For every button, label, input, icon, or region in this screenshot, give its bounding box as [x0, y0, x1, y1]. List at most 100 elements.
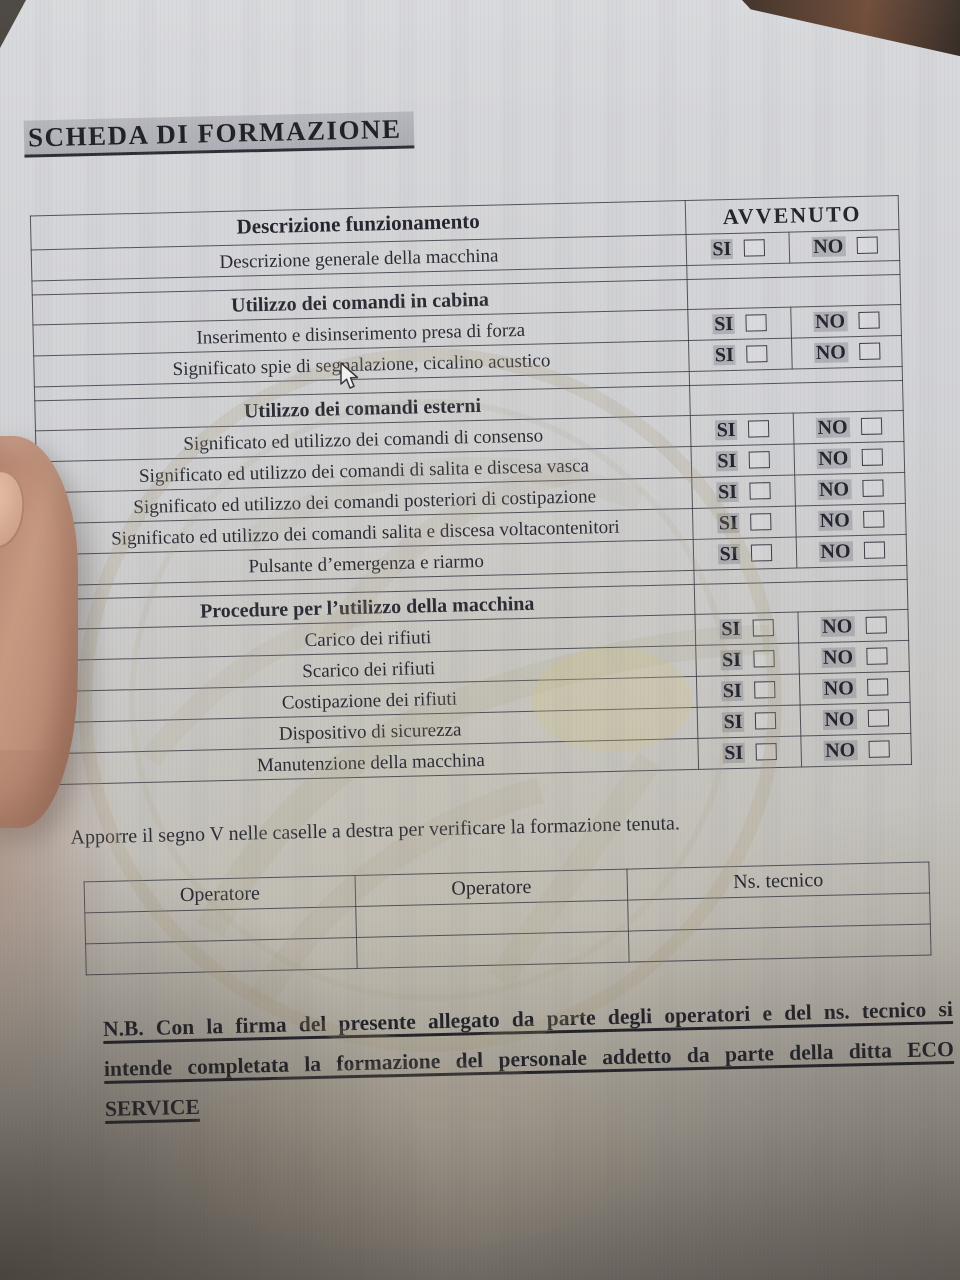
no-label: NO	[816, 477, 852, 501]
no-option: NO	[822, 738, 890, 762]
yes-option: SI	[710, 237, 766, 260]
no-option: NO	[812, 309, 880, 333]
no-cell: NO	[791, 335, 903, 370]
no-checkbox-icon	[857, 311, 880, 330]
yes-cell: SI	[693, 537, 797, 571]
yes-label: SI	[720, 679, 744, 702]
no-label: NO	[818, 539, 853, 563]
no-option: NO	[815, 415, 882, 439]
no-cell: NO	[793, 410, 904, 445]
no-option: NO	[822, 707, 889, 731]
yes-option: SI	[715, 480, 772, 503]
instruction-note: Apporre il segno V nelle caselle a destr…	[70, 812, 681, 849]
no-label: NO	[815, 415, 850, 439]
yes-checkbox-icon	[755, 712, 777, 730]
yes-option: SI	[712, 343, 768, 366]
yes-checkbox-icon	[749, 482, 772, 500]
yes-option: SI	[716, 511, 772, 534]
no-option: NO	[820, 645, 888, 669]
no-label: NO	[820, 645, 856, 669]
yes-label: SI	[710, 237, 734, 260]
signature-cell	[356, 931, 630, 969]
yes-option: SI	[719, 617, 775, 640]
yes-checkbox-icon	[750, 513, 772, 531]
no-checkbox-icon	[861, 448, 883, 466]
yes-label: SI	[712, 343, 737, 366]
yes-cell: SI	[692, 506, 797, 540]
no-option: NO	[816, 446, 883, 470]
yes-label: SI	[715, 449, 739, 472]
yes-option: SI	[719, 648, 776, 671]
yes-checkbox-icon	[755, 743, 778, 761]
yes-checkbox-icon	[746, 345, 768, 363]
no-label: NO	[813, 340, 849, 364]
no-option: NO	[817, 508, 884, 532]
yes-cell: SI	[697, 704, 801, 739]
yes-checkbox-icon	[748, 420, 770, 438]
no-option: NO	[818, 539, 885, 563]
no-cell: NO	[795, 503, 907, 538]
yes-label: SI	[722, 741, 746, 764]
yes-cell: SI	[686, 232, 790, 266]
signature-cell	[85, 937, 358, 975]
no-option: NO	[820, 614, 887, 638]
yes-label: SI	[719, 648, 744, 671]
no-option: NO	[811, 234, 878, 258]
no-label: NO	[811, 234, 846, 258]
no-cell: NO	[794, 472, 906, 507]
no-cell: NO	[800, 702, 911, 736]
mouse-cursor-icon	[340, 362, 359, 389]
no-label: NO	[816, 446, 851, 470]
yes-checkbox-icon	[754, 681, 776, 699]
yes-checkbox-icon	[753, 619, 775, 637]
yes-label: SI	[714, 418, 738, 441]
yes-cell: SI	[695, 642, 800, 677]
no-checkbox-icon	[866, 678, 888, 696]
thumb-nail	[0, 466, 30, 552]
no-checkbox-icon	[860, 417, 882, 435]
no-label: NO	[812, 309, 848, 333]
no-cell: NO	[793, 441, 905, 476]
yes-option: SI	[714, 418, 770, 441]
yes-label: SI	[717, 542, 741, 565]
yes-checkbox-icon	[753, 650, 776, 668]
yes-label: SI	[715, 480, 740, 503]
no-checkbox-icon	[863, 541, 885, 559]
signature-table: Operatore Operatore Ns. tecnico	[84, 861, 932, 975]
no-cell: NO	[790, 304, 902, 339]
yes-label: SI	[719, 617, 743, 640]
yes-option: SI	[711, 312, 768, 335]
no-label: NO	[822, 738, 858, 762]
no-option: NO	[821, 676, 888, 700]
yes-cell: SI	[690, 413, 794, 447]
yes-option: SI	[720, 679, 776, 702]
yes-option: SI	[721, 710, 777, 733]
yes-label: SI	[711, 312, 736, 335]
training-checklist-table: Descrizione funzionamento AVVENUTO Descr…	[30, 195, 912, 785]
yes-label: SI	[716, 511, 740, 534]
no-label: NO	[817, 508, 853, 532]
no-checkbox-icon	[858, 342, 881, 360]
yes-checkbox-icon	[749, 451, 771, 469]
no-label: NO	[822, 707, 857, 731]
yes-checkbox-icon	[744, 239, 766, 257]
no-label: NO	[820, 614, 855, 638]
no-cell: NO	[800, 733, 912, 767]
no-checkbox-icon	[862, 510, 884, 528]
yes-cell: SI	[697, 735, 802, 770]
no-checkbox-icon	[867, 709, 889, 727]
yes-cell: SI	[691, 475, 796, 509]
no-label: NO	[821, 676, 856, 700]
yes-label: SI	[721, 710, 745, 733]
nb-note: N.B. Con la firma del presente allegato …	[103, 989, 956, 1129]
yes-checkbox-icon	[751, 544, 773, 562]
no-checkbox-icon	[865, 616, 887, 634]
no-option: NO	[813, 340, 881, 364]
yes-checkbox-icon	[745, 314, 768, 332]
no-checkbox-icon	[867, 740, 890, 758]
no-cell: NO	[788, 229, 900, 264]
no-option: NO	[816, 477, 884, 501]
no-checkbox-icon	[856, 236, 878, 255]
